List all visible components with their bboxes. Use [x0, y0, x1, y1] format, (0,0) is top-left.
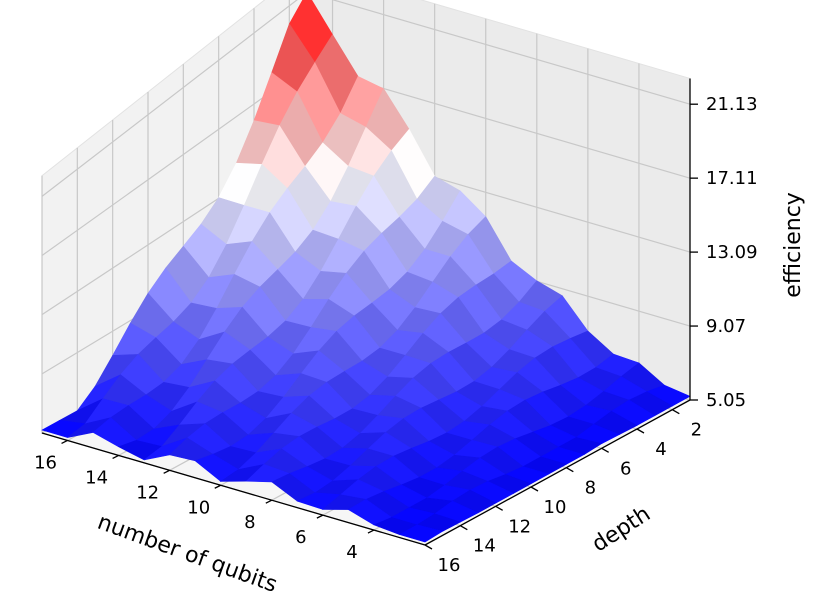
- x-tick-label: 10: [187, 497, 210, 518]
- y-tick-label: 16: [438, 555, 461, 576]
- y-tick-mark: [636, 428, 645, 434]
- x-tick-label: 12: [136, 482, 159, 503]
- x-tick-label: 16: [34, 452, 57, 473]
- x-tick-mark: [265, 499, 273, 504]
- surface-mesh: [41, 0, 691, 543]
- x-tick-label: 8: [244, 512, 255, 533]
- x-tick-mark: [112, 454, 119, 459]
- y-axis-line: [424, 399, 691, 546]
- z-tick-label: 9.07: [706, 316, 746, 337]
- y-tick-label: 4: [655, 439, 666, 460]
- y-tick-mark: [495, 505, 503, 511]
- y-tick-label: 14: [473, 536, 496, 557]
- x-tick-mark: [316, 514, 324, 519]
- y-tick-mark: [672, 409, 680, 415]
- z-axis-label: efficiency: [781, 192, 806, 298]
- y-tick-mark: [424, 544, 433, 550]
- y-tick-mark: [601, 447, 609, 453]
- gridline-efficiency: [41, 0, 691, 197]
- y-tick-label: 8: [585, 478, 596, 499]
- x-tick-label: 6: [295, 527, 306, 548]
- surface-cell: [398, 524, 444, 543]
- y-tick-mark: [530, 486, 539, 492]
- y-tick-label: 12: [508, 516, 531, 537]
- x-tick-label: 4: [346, 542, 357, 563]
- y-axis-label: depth: [588, 502, 655, 558]
- y-tick-label: 6: [620, 458, 631, 479]
- x-tick-mark: [367, 529, 375, 534]
- x-tick-mark: [61, 439, 68, 445]
- z-tick-label: 5.05: [706, 390, 746, 411]
- z-tick-label: 13.09: [706, 242, 758, 263]
- x-tick-mark: [163, 469, 170, 474]
- chart-ticks: 16 14 12 10 8 6 4 2 4 6 8 10 12 14 16 5.05 9.07 13.09 17.1…: [34, 94, 757, 576]
- chart-axes: [41, 78, 691, 546]
- z-tick-label: 17.11: [706, 168, 758, 189]
- z-tick-label: 21.13: [706, 94, 758, 115]
- x-axis-line: [41, 432, 426, 546]
- x-tick-mark: [214, 484, 222, 489]
- y-tick-label: 2: [691, 420, 702, 441]
- y-tick-label: 10: [544, 497, 567, 518]
- y-tick-mark: [460, 525, 468, 531]
- x-tick-label: 14: [85, 467, 108, 488]
- y-tick-mark: [566, 467, 574, 473]
